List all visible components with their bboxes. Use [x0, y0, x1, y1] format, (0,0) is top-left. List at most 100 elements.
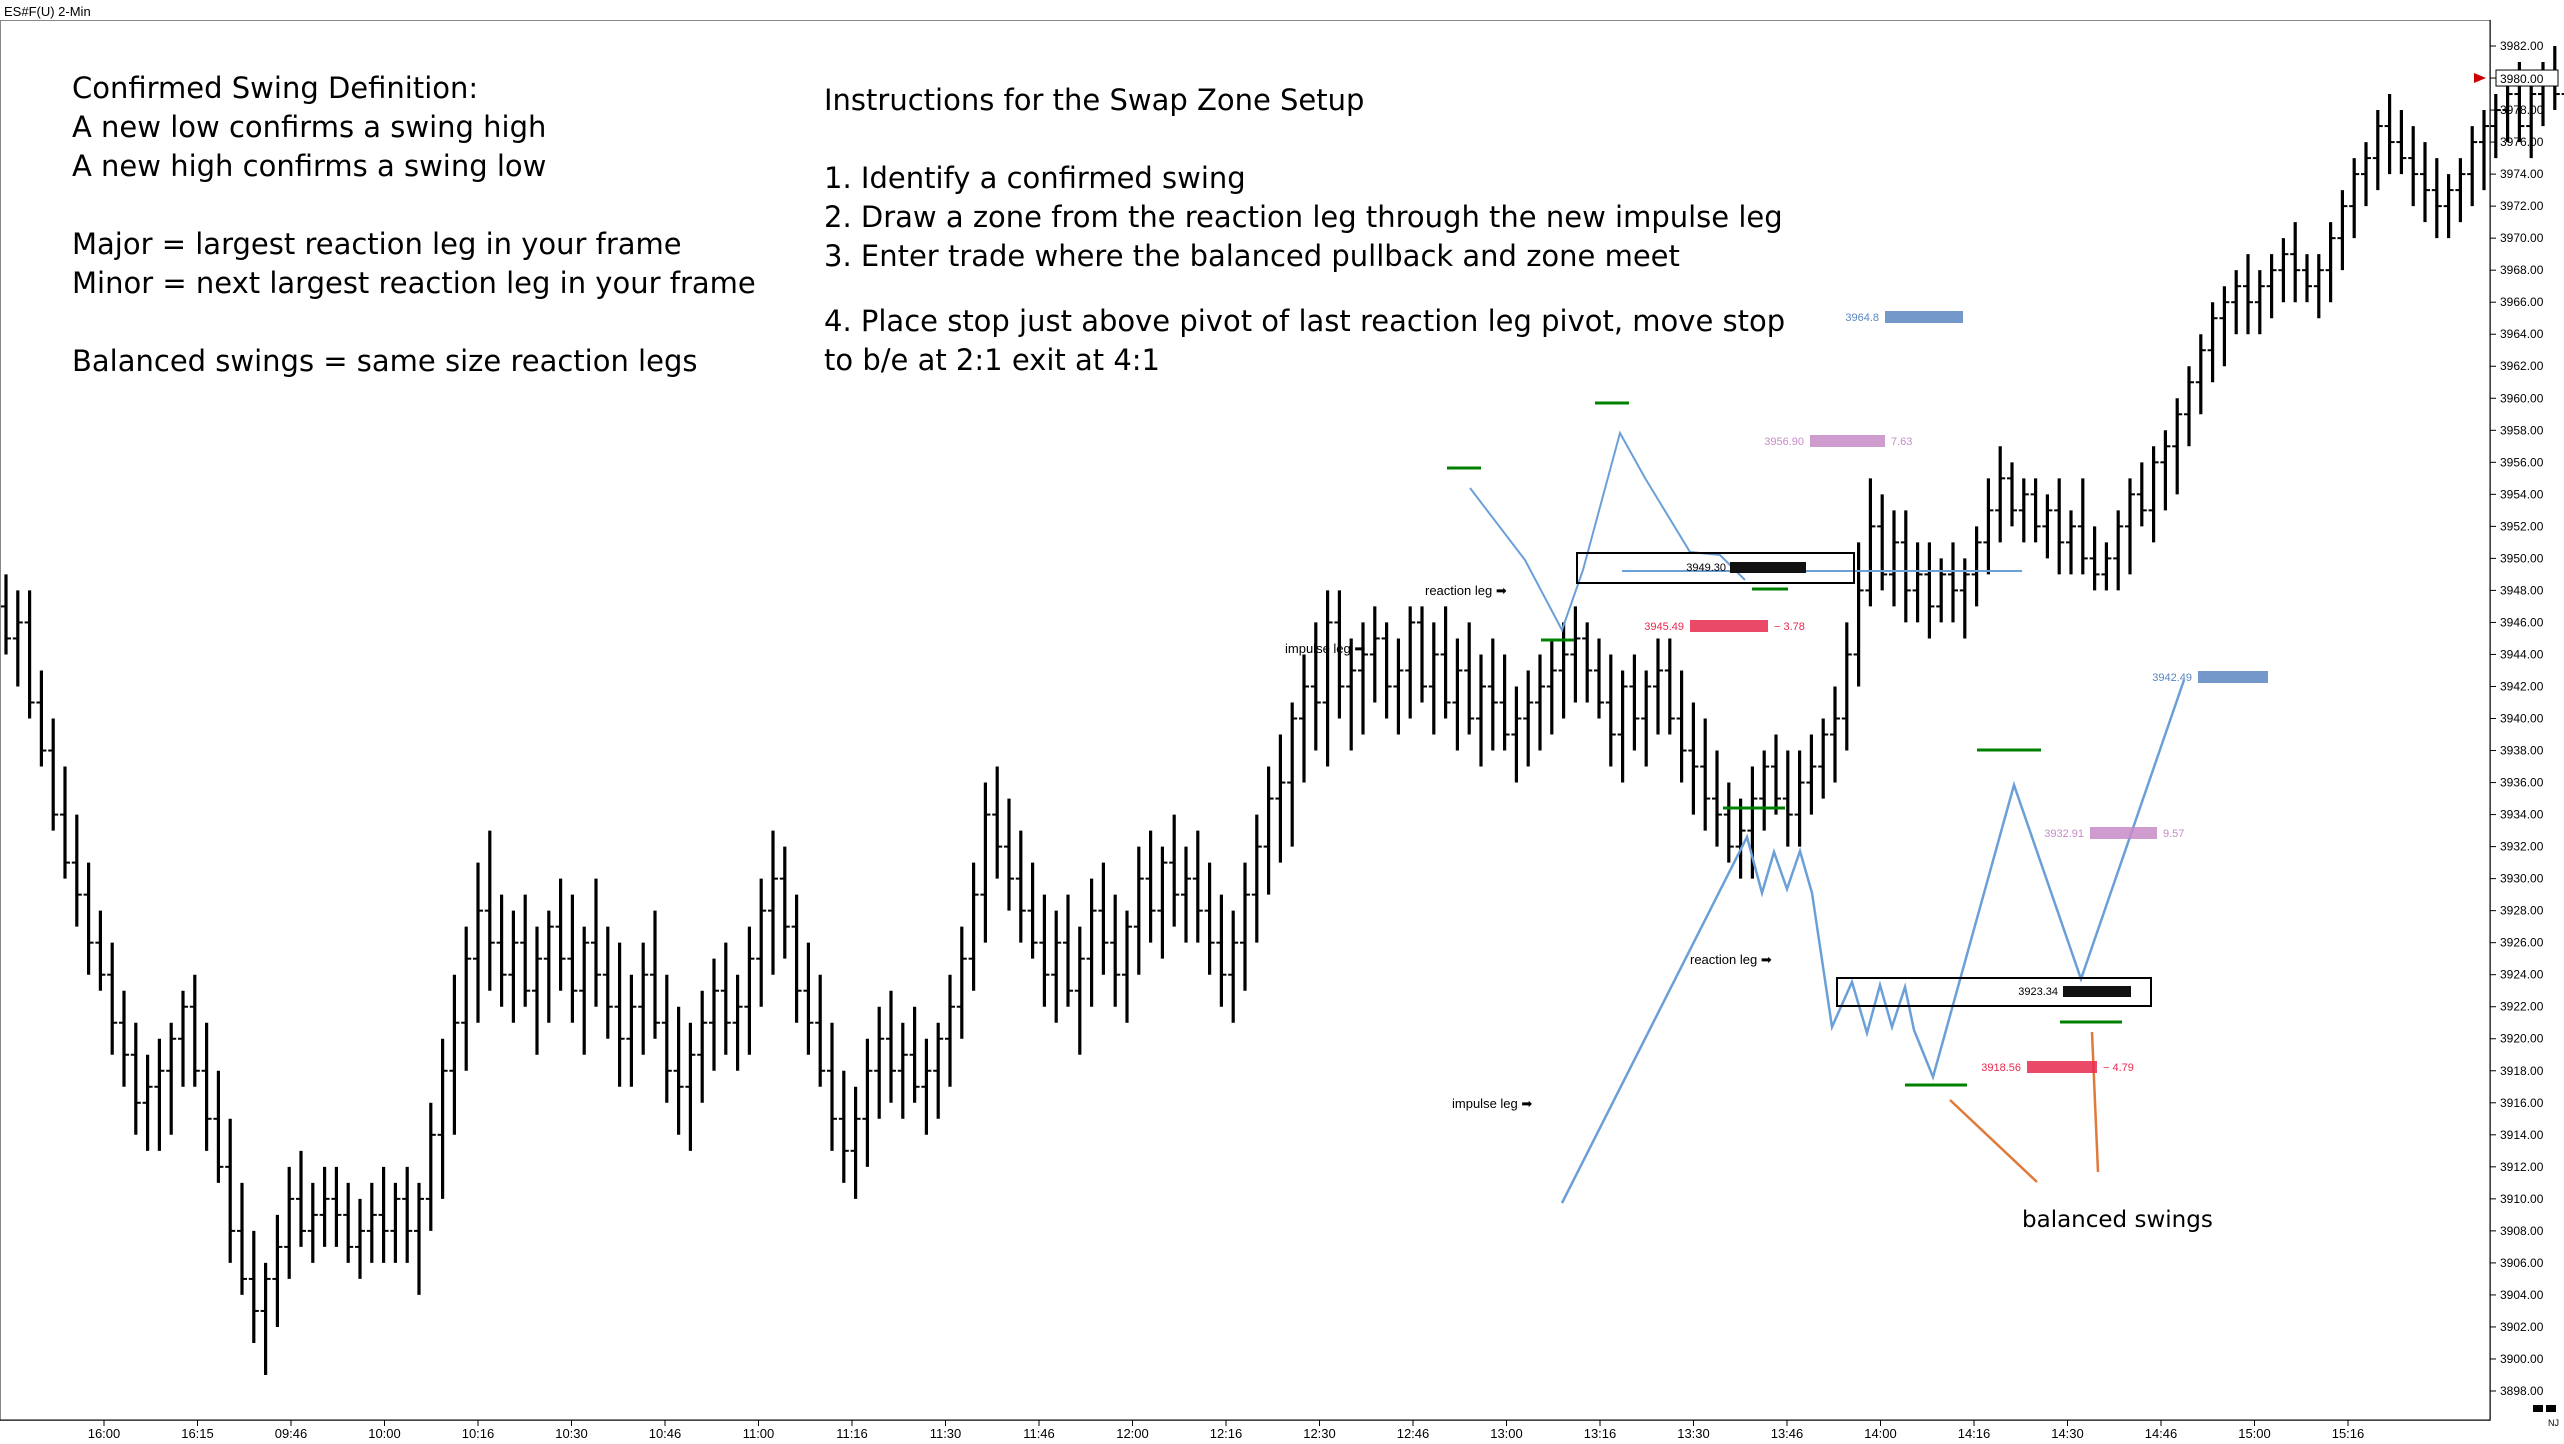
x-tick-label: 10:46: [649, 1426, 682, 1441]
x-tick-label: 13:46: [1771, 1426, 1804, 1441]
y-tick-label: 3978.00: [2500, 103, 2544, 117]
price-bar: [449, 974, 460, 1135]
y-tick-label: 3972.00: [2500, 199, 2544, 213]
price-bar: [2018, 478, 2029, 543]
price-bar: [355, 1198, 365, 1279]
price-bar: [71, 814, 82, 927]
y-tick-label: 3922.00: [2500, 1000, 2544, 1014]
price-bar: [850, 1086, 861, 1199]
impulse-leg-label: impulse leg ➡: [1285, 641, 1365, 656]
reaction-leg-label: reaction leg ➡: [1425, 583, 1507, 598]
y-tick-label: 3946.00: [2500, 615, 2544, 629]
price-bar: [1, 574, 11, 655]
balanced-swings-label: balanced swings: [2022, 1207, 2213, 1233]
price-bar: [921, 1038, 932, 1135]
price-bar: [579, 926, 590, 1055]
last-price-label: 3980.00: [2500, 72, 2544, 86]
x-tick-label: 11:46: [1023, 1426, 1055, 1441]
price-bar: [189, 974, 200, 1087]
real-swap-zone: [1576, 552, 1855, 584]
y-tick-label: 3926.00: [2500, 936, 2544, 950]
y-tick-label: 3898.00: [2500, 1384, 2544, 1398]
price-bar: [1440, 606, 1451, 719]
price-bar: [1771, 734, 1781, 815]
real-target2-tag: 3956.90 7.63: [1764, 435, 1912, 448]
diagram-stop-tag-price: 3918.56: [1981, 1062, 2021, 1074]
last-price-arrow-icon: [2474, 73, 2486, 84]
real-entry-price: 3949.30: [1686, 562, 1726, 574]
real-target4-tag-bar: [1885, 311, 1963, 323]
price-bar: [1098, 862, 1109, 975]
balanced-arrow-left: [1949, 1099, 2038, 1183]
price-bar: [1263, 766, 1274, 895]
price-bar: [1983, 478, 1994, 575]
price-bar: [2420, 142, 2430, 223]
price-bar: [1381, 622, 1392, 719]
price-bar: [2136, 462, 2147, 527]
price-bar: [48, 718, 59, 831]
price-bar: [1853, 542, 1864, 687]
price-bar: [1653, 638, 1663, 735]
price-bar: [1759, 750, 1770, 831]
price-bar: [1169, 814, 1180, 927]
price-bar: [1523, 670, 1534, 767]
price-bar: [237, 1182, 247, 1295]
price-bar: [166, 1022, 177, 1135]
y-tick-label: 3964.00: [2500, 327, 2544, 341]
price-bar: [154, 1038, 165, 1151]
price-bar: [838, 1070, 849, 1183]
y-tick-label: 3928.00: [2500, 904, 2544, 918]
price-bar: [1216, 894, 1227, 1007]
price-bar: [897, 1022, 908, 1119]
instruction-line: to b/e at 2:1 exit at 4:1: [824, 343, 1160, 377]
price-bar: [2408, 126, 2419, 207]
price-bar: [1145, 830, 1156, 943]
price-bar: [107, 942, 118, 1055]
window-title: ES#F(U) 2-Min: [4, 4, 91, 19]
x-tick-label: 14:30: [2051, 1426, 2084, 1441]
diagram-stop-tag-value: − 4.79: [2103, 1062, 2134, 1074]
y-tick-label: 3906.00: [2500, 1256, 2544, 1270]
price-bar: [744, 926, 755, 1055]
price-bar: [555, 878, 566, 991]
price-bar: [414, 1182, 424, 1295]
price-bar: [1275, 734, 1286, 863]
price-bar: [543, 910, 554, 1023]
price-bar: [60, 766, 70, 879]
price-bar: [1794, 750, 1805, 847]
instructions-text: Instructions for the Swap Zone Setup 1. I…: [824, 83, 1785, 377]
price-bar: [2195, 334, 2206, 415]
last-price-box: [2495, 69, 2559, 87]
price-bar: [2337, 190, 2348, 271]
price-bar: [2125, 478, 2135, 575]
instruction-line: 4. Place stop just above pivot of last r…: [824, 304, 1785, 338]
price-bar: [1393, 638, 1404, 735]
y-tick-label: 3938.00: [2500, 744, 2544, 758]
price-bar: [1063, 894, 1073, 1007]
price-bar: [130, 1022, 141, 1135]
price-bar: [1487, 638, 1498, 751]
price-bar: [2467, 126, 2478, 207]
price-bar: [2313, 254, 2324, 319]
price-bar: [319, 1166, 330, 1247]
price-bar: [260, 1262, 271, 1375]
price-bar: [1299, 654, 1309, 783]
x-tick-label: 12:30: [1303, 1426, 1336, 1441]
price-bar: [307, 1182, 318, 1263]
price-bar: [874, 1006, 885, 1119]
price-bar: [2349, 158, 2360, 239]
price-bar: [1181, 846, 1191, 943]
y-tick-label: 3930.00: [2500, 872, 2544, 886]
x-axis: 16:00 16:15 09:46 10:00 10:16 10:30 10:46 11:00…: [0, 1419, 2490, 1444]
price-bar: [2384, 94, 2395, 175]
y-tick-label: 3962.00: [2500, 359, 2544, 373]
y-tick-label: 3956.00: [2500, 455, 2544, 469]
balanced-arrow-right: [2090, 1031, 2100, 1173]
price-bar: [2054, 478, 2065, 575]
diagram-reaction-leg-label: reaction leg ➡: [1690, 952, 1772, 967]
price-bar: [1110, 894, 1121, 1007]
price-bar: [201, 1022, 212, 1151]
price-bar: [2490, 94, 2501, 159]
diagram-target2-tag-price: 3932.91: [2044, 828, 2084, 840]
